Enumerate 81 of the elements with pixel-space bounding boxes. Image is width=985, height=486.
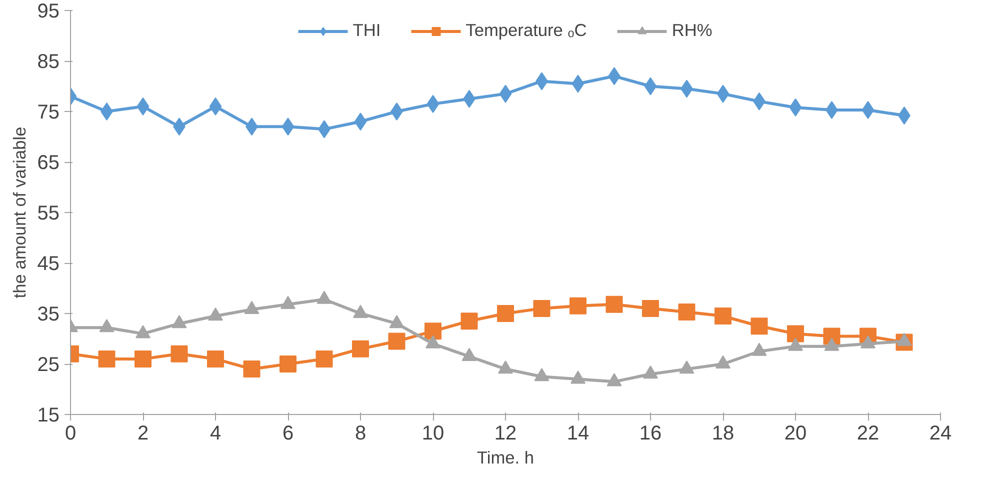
point (497, 305, 514, 322)
point (98, 350, 116, 368)
x-tick-label: 18 (712, 422, 734, 444)
point (209, 97, 222, 116)
y-tick-label: 85 (37, 51, 60, 73)
point (643, 366, 658, 379)
x-tick-label: 2 (137, 422, 149, 444)
x-axis-title: Time. h (476, 448, 534, 468)
point (352, 340, 369, 358)
point (424, 322, 442, 340)
point (389, 315, 404, 328)
point (533, 300, 550, 317)
point (788, 338, 803, 351)
point (896, 332, 912, 346)
point (642, 300, 659, 317)
point (172, 315, 187, 328)
legend-label: THI (352, 20, 381, 41)
point (862, 100, 874, 119)
x-tick-label: 12 (494, 422, 517, 444)
point (170, 345, 188, 362)
x-tick-label: 8 (354, 422, 366, 444)
point (679, 360, 694, 374)
y-axis-title: the amount of variable (9, 126, 30, 298)
x-tick-label: 10 (422, 422, 444, 444)
point (572, 74, 584, 93)
point (499, 84, 512, 103)
point (99, 319, 114, 332)
point (208, 307, 223, 321)
point (282, 118, 294, 136)
point (354, 112, 367, 131)
point (462, 348, 477, 361)
point (606, 373, 622, 386)
point (316, 290, 332, 304)
y-tick-label: 15 (37, 404, 60, 426)
x-tick-label: 14 (566, 422, 590, 444)
point (134, 350, 152, 368)
point (787, 325, 804, 342)
legend-label: RH% (672, 20, 712, 41)
point (570, 297, 586, 314)
y-tick-label: 65 (37, 152, 60, 174)
y-tick-label: 75 (37, 102, 60, 124)
point (388, 332, 406, 350)
point (207, 350, 224, 368)
point (824, 338, 840, 351)
point (316, 350, 333, 368)
point (426, 335, 440, 348)
x-tick-label: 22 (856, 422, 880, 444)
point (244, 300, 260, 314)
point (752, 342, 767, 356)
point (716, 84, 730, 103)
x-tick-label: 20 (784, 422, 807, 444)
point (353, 304, 368, 318)
x-tick-label: 4 (210, 422, 222, 444)
y-tick-label: 55 (37, 202, 60, 224)
y-tick-label: 95 (37, 0, 60, 22)
point (716, 355, 730, 369)
x-tick-label: 0 (64, 422, 76, 444)
point (789, 98, 802, 116)
point (460, 312, 478, 330)
point (498, 360, 513, 374)
point (714, 308, 732, 325)
point (678, 303, 696, 320)
point (534, 368, 550, 382)
x-tick-label: 6 (282, 422, 294, 444)
x-tick-label: 16 (639, 422, 662, 444)
point (426, 94, 440, 113)
point (243, 360, 260, 378)
y-tick-label: 45 (37, 253, 60, 275)
point (644, 77, 657, 96)
x-tick-label: 24 (929, 422, 952, 444)
point (750, 318, 768, 335)
point (136, 97, 150, 116)
point (606, 296, 623, 313)
y-tick-label: 25 (37, 354, 60, 376)
legend-label: Temperature ₒC (466, 20, 587, 41)
point (280, 356, 296, 372)
point (860, 335, 876, 348)
point (136, 325, 150, 338)
point (280, 296, 296, 309)
point (570, 370, 586, 384)
y-tick-label: 35 (37, 304, 60, 326)
